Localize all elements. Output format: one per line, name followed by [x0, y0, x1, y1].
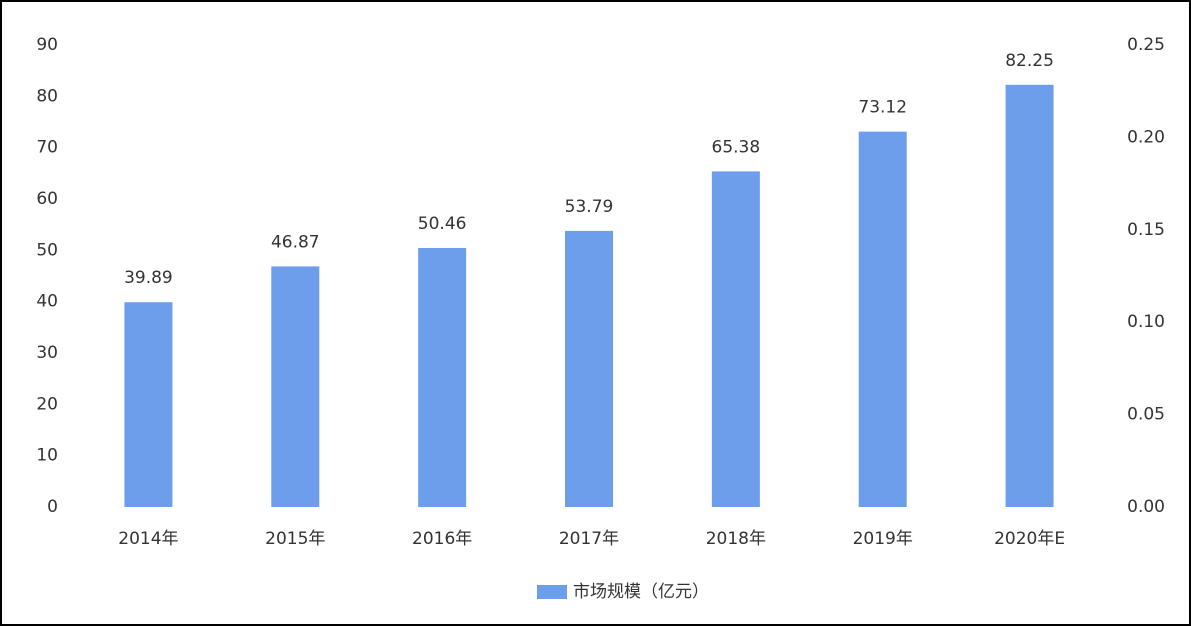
- x-tick-label: 2020年E: [994, 529, 1065, 549]
- data-label: 53.79: [565, 197, 614, 217]
- bar: [271, 266, 320, 507]
- x-tick-label: 2017年: [559, 529, 619, 549]
- y2-tick-label: 0.10: [1127, 312, 1165, 332]
- y-tick-label: 20: [36, 394, 58, 414]
- y-tick-label: 50: [36, 240, 58, 260]
- y2-tick-label: 0.20: [1127, 127, 1165, 147]
- bar: [711, 171, 760, 507]
- y-tick-label: 10: [36, 446, 58, 466]
- y-tick-label: 70: [36, 138, 58, 158]
- bar: [565, 230, 613, 508]
- x-tick-label: 2019年: [853, 529, 913, 549]
- legend-swatch: [537, 585, 567, 599]
- bar: [858, 131, 907, 507]
- y2-tick-label: 0.15: [1127, 220, 1165, 240]
- data-label: 73.12: [858, 98, 907, 118]
- bar: [418, 247, 467, 508]
- y-tick-label: 60: [36, 189, 58, 209]
- y-tick-label: 40: [36, 292, 58, 312]
- y2-tick-label: 0.25: [1127, 35, 1165, 55]
- data-label: 39.89: [124, 268, 173, 288]
- legend-label: 市场规模（亿元）: [573, 582, 709, 602]
- data-label: 50.46: [418, 214, 467, 234]
- y-tick-label: 30: [36, 343, 58, 363]
- bar: [124, 302, 173, 507]
- x-tick-label: 2014年: [118, 529, 178, 549]
- y-tick-label: 90: [36, 35, 58, 55]
- y2-tick-label: 0.05: [1127, 405, 1165, 425]
- data-label: 46.87: [271, 232, 320, 252]
- y-tick-label: 80: [36, 86, 58, 106]
- x-tick-label: 2015年: [265, 529, 325, 549]
- x-tick-label: 2016年: [412, 529, 472, 549]
- y2-tick-label: 0.00: [1127, 497, 1165, 517]
- y-tick-label: 0: [47, 497, 58, 517]
- data-label: 65.38: [712, 137, 761, 157]
- data-label: 82.25: [1005, 51, 1054, 71]
- bar: [1005, 84, 1054, 508]
- x-tick-label: 2018年: [706, 529, 766, 549]
